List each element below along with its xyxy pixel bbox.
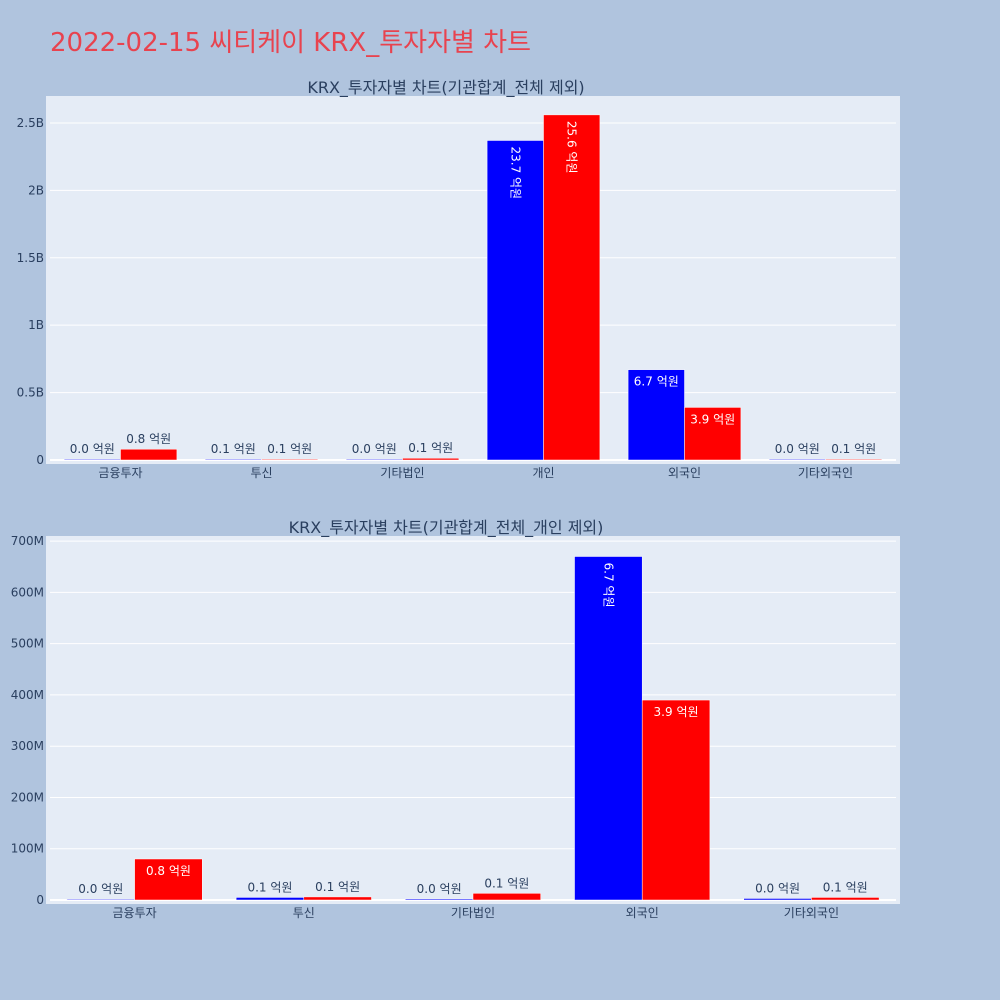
x-tick-label: 개인 [532, 466, 554, 480]
bar-series-a [345, 458, 403, 461]
y-tick-label: 1.5B [17, 251, 44, 265]
bar-series-a [405, 898, 474, 901]
bar-series-a [204, 458, 262, 461]
bar-series-b [543, 114, 601, 461]
data-label: 3.9 억원 [654, 705, 699, 719]
data-label: 0.1 억원 [267, 442, 312, 456]
y-tick-label: 2.5B [17, 116, 44, 130]
y-tick-label: 2B [28, 183, 44, 197]
data-label: 0.1 억원 [211, 442, 256, 456]
data-label: 0.1 억원 [315, 880, 360, 894]
y-tick-label: 0.5B [17, 386, 44, 400]
y-tick-label: 400M [11, 688, 44, 702]
bar-series-b [402, 457, 460, 461]
plot-area-2 [46, 536, 900, 904]
y-tick-label: 0 [36, 453, 44, 467]
bar-series-a [743, 898, 812, 901]
bar-series-a [768, 458, 826, 461]
plot-area-1 [46, 96, 900, 464]
x-tick-label: 투신 [293, 906, 315, 920]
bar-series-b [811, 897, 880, 901]
x-tick-label: 외국인 [626, 906, 659, 920]
bar-series-b [261, 458, 319, 461]
x-tick-label: 투신 [250, 466, 272, 480]
data-label: 0.0 억원 [417, 882, 462, 896]
bar-series-a [235, 897, 305, 901]
data-label: 23.7 억원 [508, 146, 522, 199]
bar-series-b [825, 458, 883, 461]
x-tick-label: 기타외국인 [798, 466, 853, 480]
y-tick-label: 0 [36, 893, 44, 907]
data-label: 0.0 억원 [775, 442, 820, 456]
chart-title: KRX_투자자별 차트(기관합계_전체_개인 제외) [289, 518, 604, 538]
chart-title: KRX_투자자별 차트(기관합계_전체 제외) [307, 78, 584, 98]
data-label: 25.6 억원 [565, 121, 579, 174]
data-label: 0.0 억원 [755, 881, 800, 895]
data-label: 0.1 억원 [484, 876, 529, 890]
data-label: 0.1 억원 [247, 880, 292, 894]
data-label: 0.8 억원 [126, 432, 171, 446]
data-label: 0.1 억원 [831, 442, 876, 456]
bar-series-a [627, 369, 685, 461]
data-label: 0.0 억원 [78, 882, 123, 896]
y-tick-label: 1B [28, 318, 44, 332]
bar-series-b [303, 896, 372, 901]
bar-series-a [63, 458, 121, 461]
x-tick-label: 기타법인 [451, 906, 495, 920]
bar-series-b [120, 448, 178, 461]
x-tick-label: 기타외국인 [784, 906, 839, 920]
data-label: 6.7 억원 [634, 375, 679, 389]
page-title: 2022-02-15 씨티케이 KRX_투자자별 차트 [50, 28, 532, 58]
bar-series-a [574, 556, 643, 901]
y-tick-label: 500M [11, 637, 44, 651]
y-tick-label: 200M [11, 790, 44, 804]
y-tick-label: 300M [11, 739, 44, 753]
data-label: 0.1 억원 [823, 880, 868, 894]
data-label: 0.8 억원 [146, 864, 191, 878]
x-tick-label: 외국인 [668, 466, 701, 480]
data-label: 6.7 억원 [601, 563, 615, 608]
y-tick-label: 600M [11, 585, 44, 599]
x-tick-label: 금융투자 [113, 906, 157, 920]
data-label: 0.0 억원 [70, 442, 115, 456]
bar-series-b [684, 407, 742, 461]
bar-series-b [472, 893, 541, 901]
y-tick-label: 700M [11, 534, 44, 548]
x-tick-label: 금융투자 [98, 466, 142, 480]
x-tick-label: 기타법인 [380, 466, 424, 480]
bar-series-b [134, 858, 203, 901]
bar-series-a [66, 898, 135, 901]
data-label: 3.9 억원 [690, 412, 735, 426]
data-label: 0.0 억원 [352, 442, 397, 456]
data-label: 0.1 억원 [408, 441, 453, 455]
bar-series-b [641, 699, 711, 901]
y-tick-label: 100M [11, 842, 44, 856]
